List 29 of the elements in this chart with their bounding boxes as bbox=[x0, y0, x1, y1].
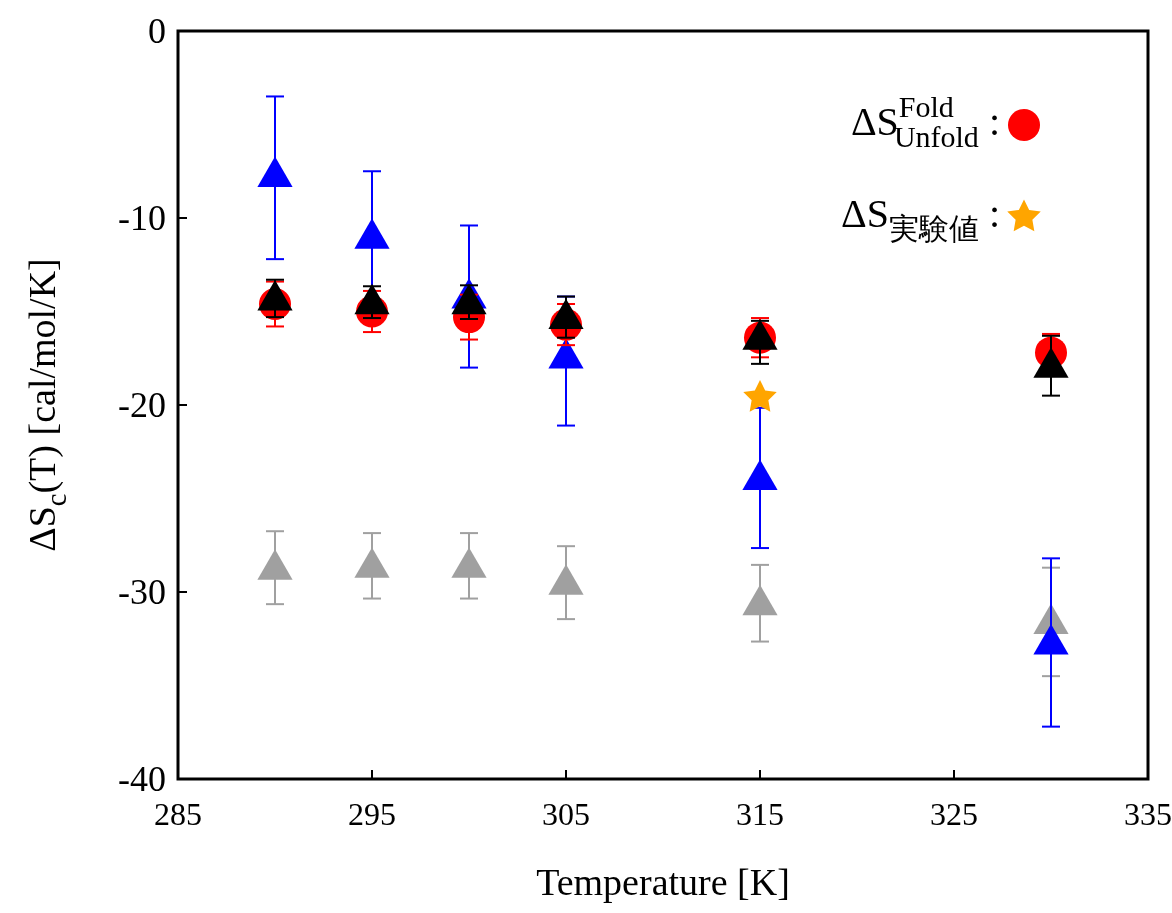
x-tick-label: 285 bbox=[154, 796, 202, 832]
x-tick-label: 315 bbox=[736, 796, 784, 832]
legend-label: ΔS$^{Fold}$$_{Unfold}$ : bbox=[850, 90, 1000, 153]
point bbox=[1033, 347, 1069, 378]
point bbox=[354, 283, 390, 315]
x-tick-label: 325 bbox=[930, 796, 978, 832]
point bbox=[743, 379, 777, 412]
x-tick-label: 295 bbox=[348, 796, 396, 832]
x-axis-title: Temperature [K] bbox=[536, 861, 790, 903]
legend-label: ΔS$_{実験値}$ : bbox=[840, 191, 1000, 246]
point bbox=[1033, 624, 1069, 655]
y-tick-label: -10 bbox=[118, 198, 166, 238]
point bbox=[257, 156, 293, 187]
point bbox=[257, 549, 293, 580]
y-tick-label: 0 bbox=[148, 11, 166, 51]
y-tick-label: -20 bbox=[118, 385, 166, 425]
point bbox=[742, 459, 778, 490]
point bbox=[451, 547, 487, 578]
x-tick-label: 335 bbox=[1124, 796, 1172, 832]
y-tick-label: -40 bbox=[118, 759, 166, 799]
point bbox=[354, 547, 390, 578]
point bbox=[548, 564, 584, 595]
y-tick-label: -30 bbox=[118, 572, 166, 612]
point bbox=[354, 218, 390, 249]
point bbox=[742, 584, 778, 616]
x-tick-label: 305 bbox=[542, 796, 590, 832]
point bbox=[548, 298, 584, 330]
point bbox=[451, 283, 487, 315]
point bbox=[257, 280, 293, 311]
